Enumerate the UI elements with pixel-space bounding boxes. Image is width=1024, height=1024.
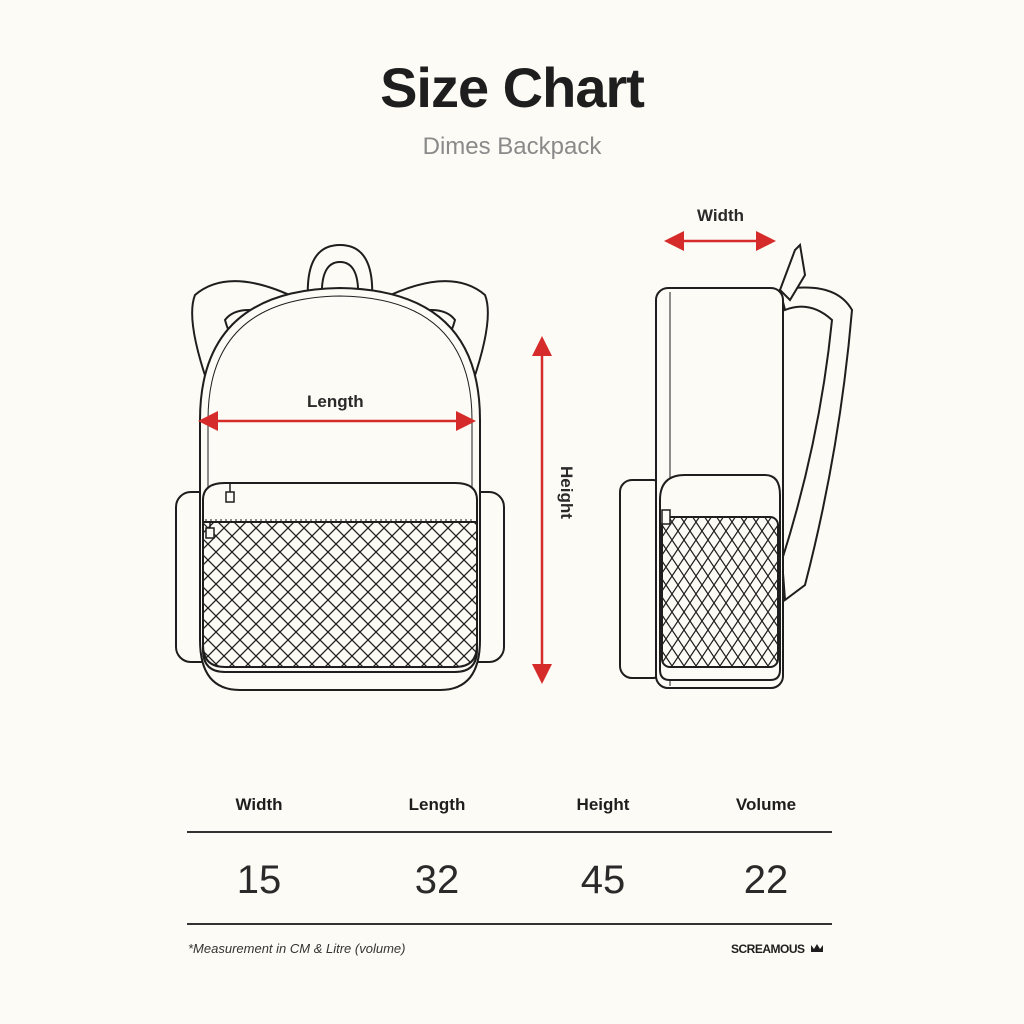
value-height: 45 (580, 858, 626, 902)
product-name: Dimes Backpack (422, 133, 602, 160)
length-label: Length (307, 392, 364, 411)
measurement-note: *Measurement in CM & Litre (volume) (188, 941, 406, 956)
crown-icon (811, 944, 824, 952)
shoulder-strap-side (778, 286, 854, 602)
width-label: Width (697, 206, 745, 225)
measure-arrows (198, 231, 776, 684)
zip-line (207, 295, 473, 640)
table-header-width: Width (235, 795, 283, 814)
zipper-pull-icon (225, 484, 235, 503)
brand-logo: SCREAMOUS (731, 942, 824, 956)
table-header-height: Height (576, 795, 630, 814)
zipper-pull-icon (205, 522, 215, 539)
mesh-panel (202, 521, 478, 668)
brand-name: SCREAMOUS (731, 942, 805, 956)
value-width: 15 (236, 858, 282, 902)
strap-tab (778, 242, 807, 302)
value-length: 32 (414, 858, 460, 902)
zipper-pull-icon (661, 509, 671, 525)
page-title: Size Chart (380, 56, 645, 119)
table-divider (187, 923, 832, 925)
side-view-backpack (619, 242, 854, 689)
table-divider (187, 831, 832, 833)
side-mesh-panel (661, 516, 779, 668)
front-view-backpack (175, 243, 505, 691)
backpack-diagram (175, 231, 854, 691)
height-label: Height (557, 466, 576, 519)
table-header-volume: Volume (735, 795, 797, 814)
value-volume: 22 (743, 858, 789, 902)
table-header-length: Length (408, 795, 466, 814)
